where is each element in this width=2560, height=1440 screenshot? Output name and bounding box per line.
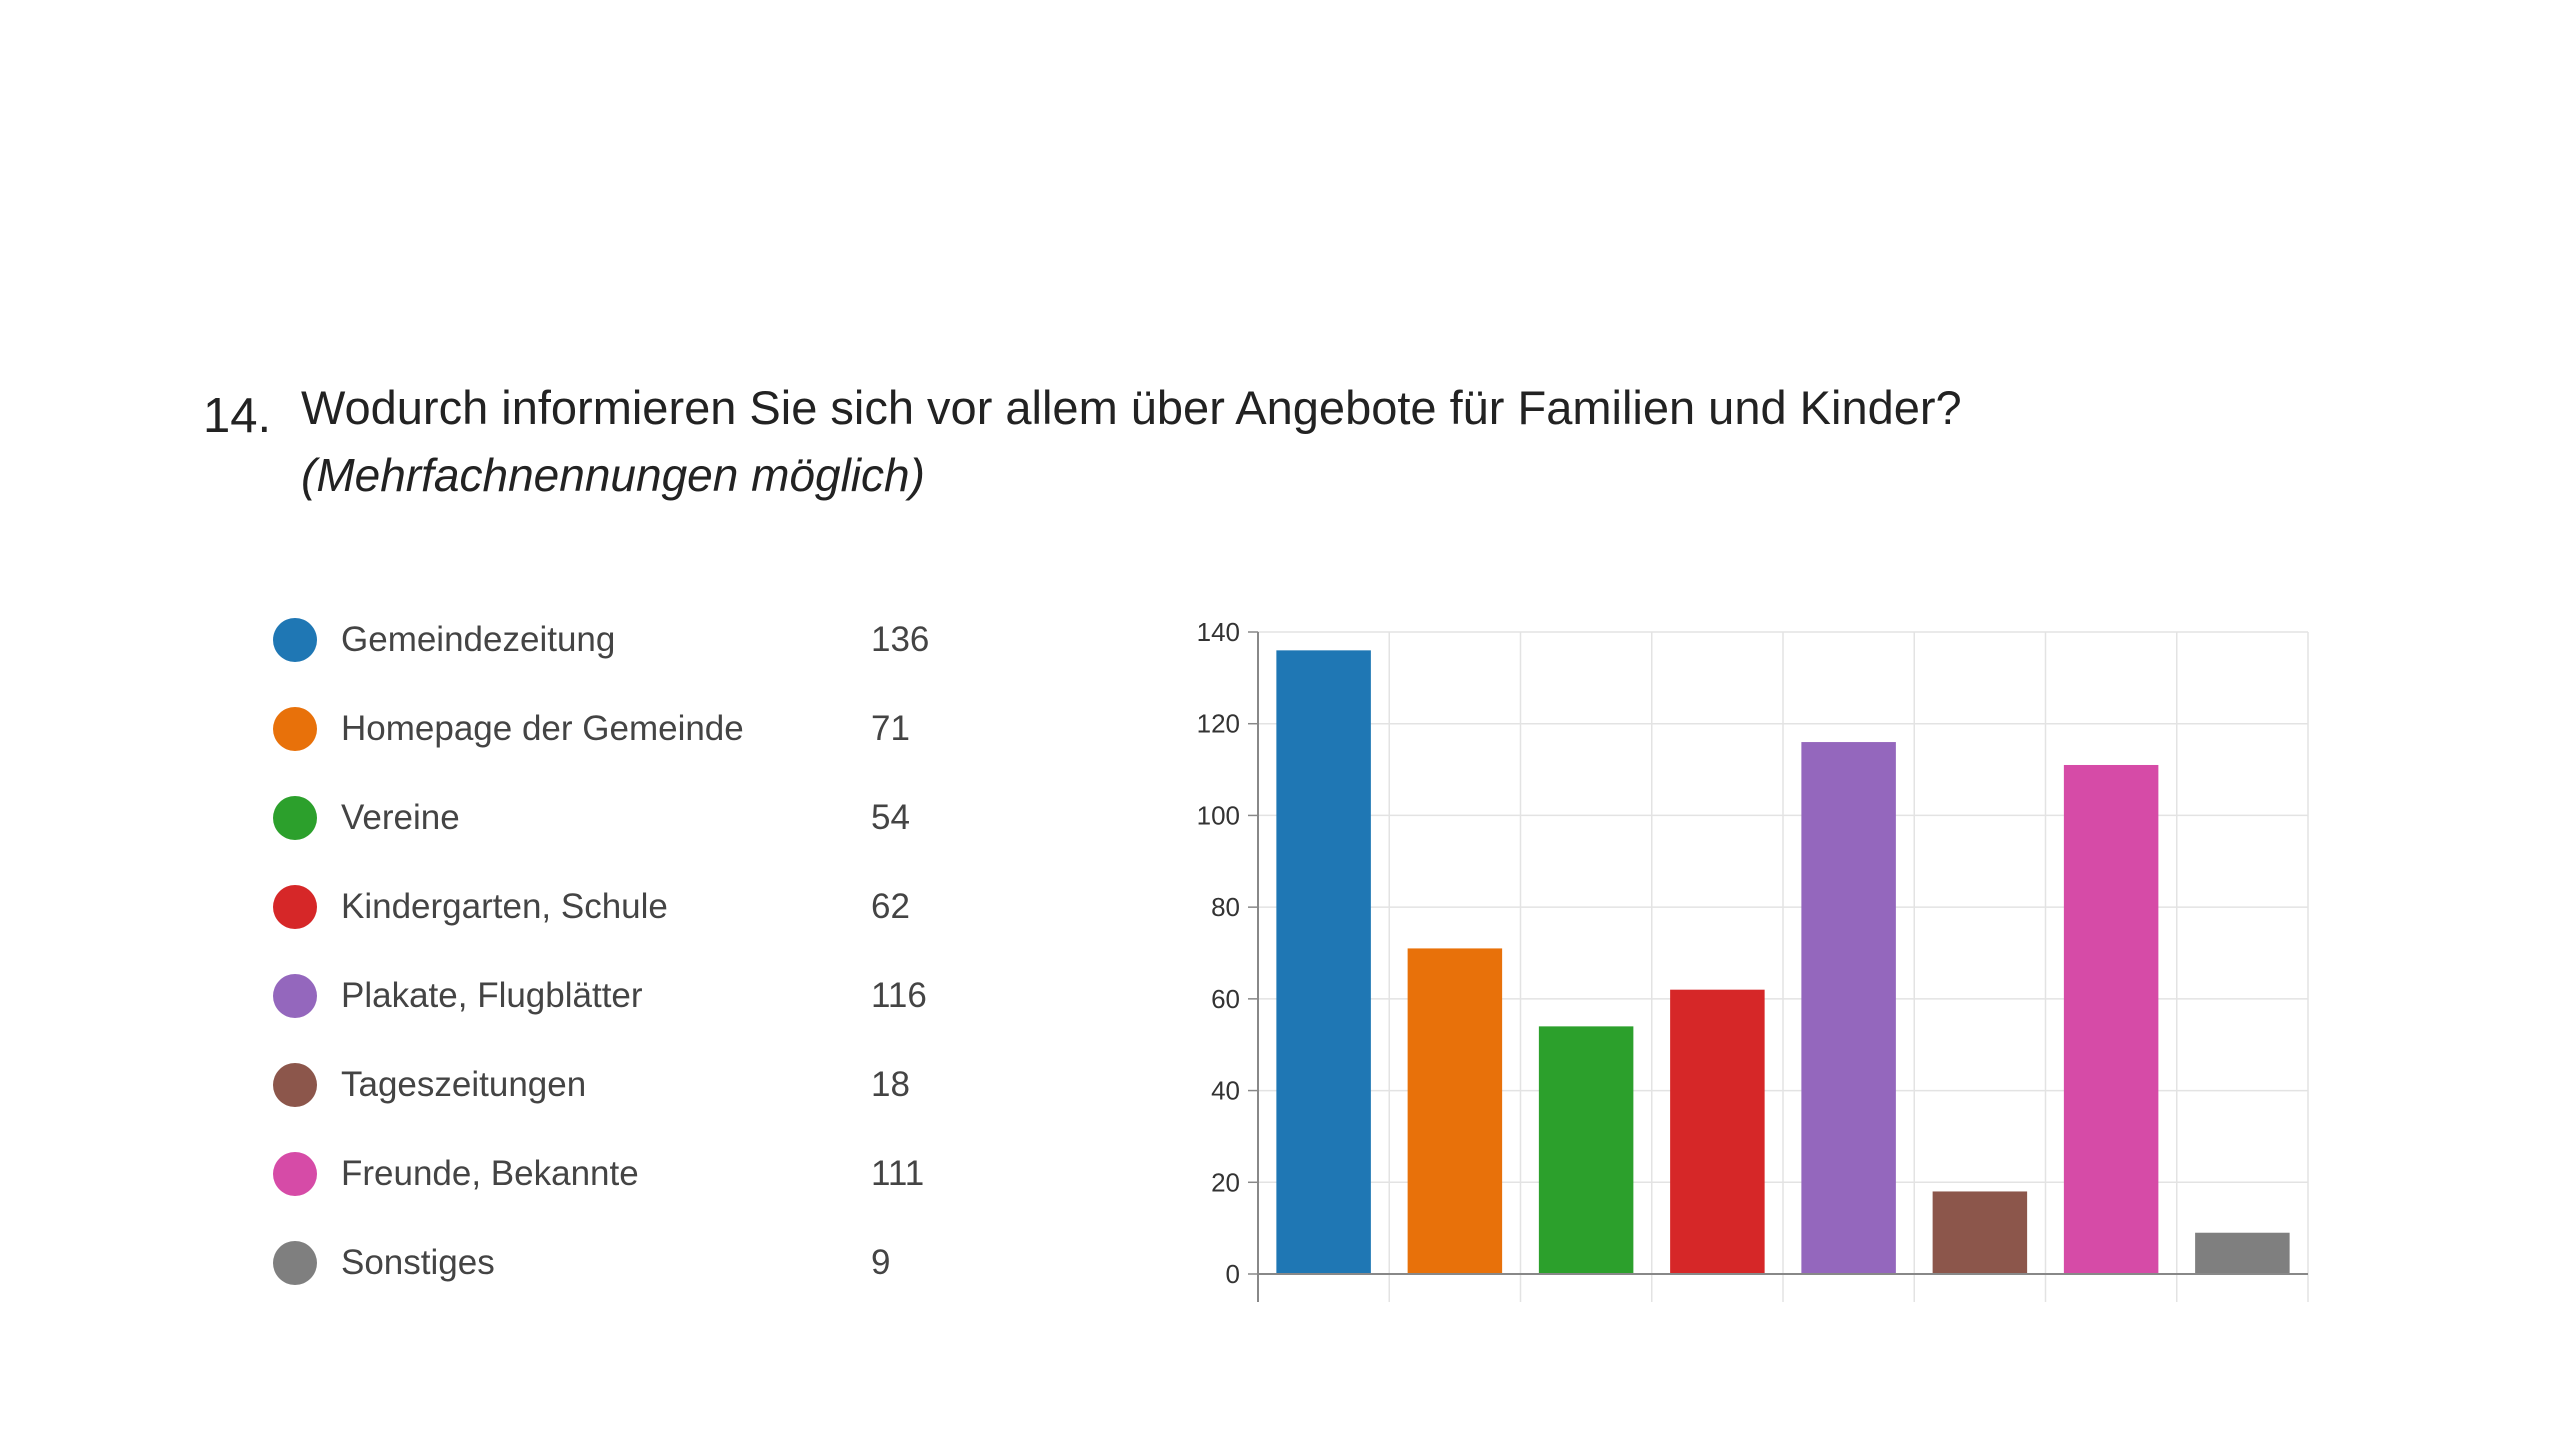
y-tick-label: 120 (1197, 709, 1240, 739)
bar (1670, 989, 1765, 1274)
y-tick-label: 40 (1211, 1076, 1240, 1106)
bar-chart: 0 20 40 60 80 100 120 140 (1197, 617, 2309, 1302)
bar (2063, 764, 2159, 1274)
legend-value: 111 (871, 1154, 925, 1193)
y-tick-label: 60 (1211, 984, 1240, 1014)
legend-label: Freunde, Bekannte (341, 1154, 639, 1193)
legend-label: Vereine (341, 798, 460, 837)
legend-label: Plakate, Flugblätter (341, 976, 643, 1015)
y-tick-label: 80 (1211, 892, 1240, 922)
legend-value: 71 (871, 709, 910, 748)
y-tick-label: 140 (1197, 617, 1240, 647)
bar (1407, 948, 1503, 1274)
legend-color-dot (273, 796, 317, 840)
legend-color-dot (273, 974, 317, 1018)
legend-item: Tageszeitungen 18 (273, 1055, 993, 1115)
legend-color-dot (273, 707, 317, 751)
y-tick-label: 100 (1197, 800, 1240, 830)
chart-bars (1276, 650, 2290, 1274)
legend-color-dot (273, 1063, 317, 1107)
chart-axes: 0 20 40 60 80 100 120 140 (1197, 617, 2308, 1302)
question-number: 14. (203, 389, 272, 443)
legend-color-dot (273, 885, 317, 929)
legend-item: Vereine 54 (273, 788, 993, 848)
y-tick-label: 0 (1226, 1259, 1240, 1289)
legend-item: Freunde, Bekannte 111 (273, 1144, 993, 1204)
legend-label: Homepage der Gemeinde (341, 709, 744, 748)
legend-item: Homepage der Gemeinde 71 (273, 699, 993, 759)
legend-label: Kindergarten, Schule (341, 887, 668, 926)
legend-value: 9 (871, 1243, 891, 1282)
legend-item: Sonstiges 9 (273, 1233, 993, 1293)
legend-item: Kindergarten, Schule 62 (273, 877, 993, 937)
legend-item: Plakate, Flugblätter 116 (273, 966, 993, 1026)
question-title: Wodurch informieren Sie sich vor allem ü… (301, 381, 1962, 434)
legend-value: 18 (871, 1065, 910, 1104)
bar (2195, 1232, 2290, 1274)
legend-value: 116 (871, 976, 927, 1015)
legend-value: 62 (871, 887, 910, 926)
legend-label: Sonstiges (341, 1243, 495, 1282)
bar (1538, 1026, 1634, 1274)
legend-value: 54 (871, 798, 910, 837)
legend-value: 136 (871, 620, 930, 659)
bar (1932, 1191, 2028, 1274)
legend-label: Gemeindezeitung (341, 620, 616, 659)
legend-color-dot (273, 1241, 317, 1285)
legend-color-dot (273, 1152, 317, 1196)
question-subtitle: (Mehrfachnennungen möglich) (301, 449, 925, 501)
legend-item: Gemeindezeitung 136 (273, 610, 993, 670)
y-tick-label: 20 (1211, 1167, 1240, 1197)
bar (1276, 650, 1371, 1274)
bar (1801, 742, 1896, 1274)
legend-label: Tageszeitungen (341, 1065, 587, 1104)
legend-color-dot (273, 618, 317, 662)
